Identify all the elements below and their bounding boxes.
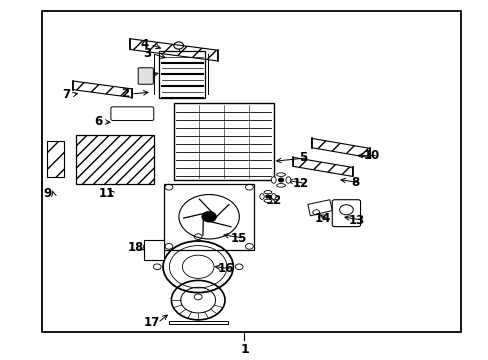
Circle shape [278,178,283,182]
Bar [143,240,163,260]
Text: 3: 3 [142,47,151,60]
Polygon shape [73,81,132,98]
Ellipse shape [285,177,290,183]
Bar [163,184,254,250]
FancyBboxPatch shape [138,68,153,84]
Text: 9: 9 [43,187,52,200]
Bar [42,12,461,332]
Ellipse shape [271,177,276,183]
Bar [168,320,227,324]
Text: 8: 8 [351,176,359,189]
Polygon shape [307,200,331,216]
FancyBboxPatch shape [331,200,360,226]
Ellipse shape [259,194,264,199]
Text: 5: 5 [298,151,306,164]
Text: 16: 16 [217,262,234,275]
Text: 13: 13 [348,214,364,227]
FancyBboxPatch shape [111,107,154,121]
Bar [173,103,273,180]
Polygon shape [130,39,217,61]
Bar [47,141,64,177]
Text: 15: 15 [230,231,246,244]
Ellipse shape [276,173,285,176]
Ellipse shape [264,190,271,194]
Text: 17: 17 [143,316,160,329]
Text: 6: 6 [94,116,102,129]
Text: 12: 12 [265,194,281,207]
Text: 11: 11 [99,187,115,200]
Text: 12: 12 [292,177,308,190]
Text: 14: 14 [314,212,330,225]
Ellipse shape [271,194,275,199]
Text: 2: 2 [121,87,129,100]
Text: 18: 18 [128,241,144,254]
Polygon shape [311,138,369,158]
Bar [159,51,205,98]
Text: 1: 1 [240,343,248,356]
Circle shape [265,195,269,198]
Text: 4: 4 [140,38,148,51]
Polygon shape [293,157,352,176]
Ellipse shape [264,199,271,202]
Ellipse shape [276,184,285,187]
Text: 7: 7 [62,88,70,101]
Text: 10: 10 [364,149,380,162]
Circle shape [202,211,216,222]
Bar [76,135,154,184]
